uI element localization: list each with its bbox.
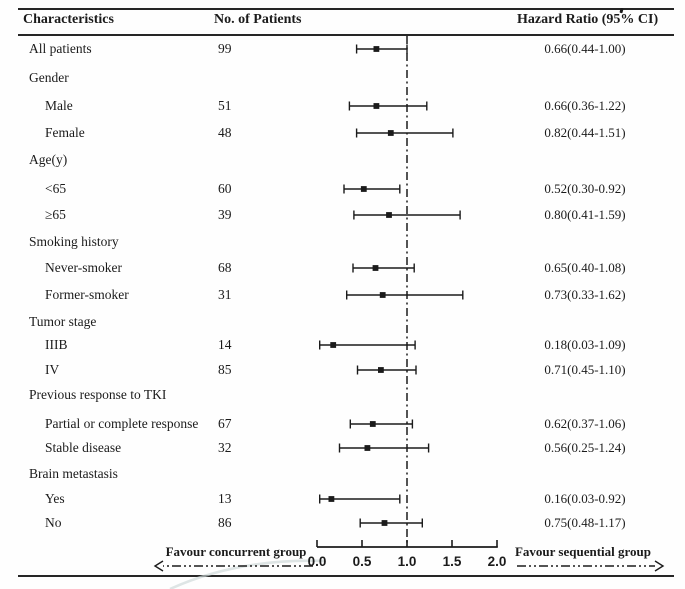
row-label: Smoking history bbox=[29, 234, 119, 249]
row-label: Yes bbox=[45, 491, 65, 506]
hazard-ratio-ci-value: 0.71(0.45-1.10) bbox=[544, 362, 626, 377]
row-label: Previous response to TKI bbox=[29, 387, 167, 402]
row-label: Partial or complete response bbox=[45, 416, 199, 431]
data-row: IIIB 14 0.18(0.03-1.09) bbox=[0, 332, 685, 358]
data-row: All patients 99 0.66(0.44-1.00) bbox=[0, 36, 685, 62]
row-label: IIIB bbox=[45, 337, 68, 352]
patient-count: 14 bbox=[218, 337, 232, 352]
data-row: IV 85 0.71(0.45-1.10) bbox=[0, 357, 685, 383]
favour-right-label: Favour sequential group bbox=[514, 544, 652, 559]
hazard-ratio-ci-value: 0.56(0.25-1.24) bbox=[544, 440, 626, 455]
data-row: Partial or complete response 67 0.62(0.37-… bbox=[0, 411, 685, 437]
group-header-row: Tumor stage bbox=[0, 309, 685, 335]
patient-count: 68 bbox=[218, 260, 232, 275]
hazard-ratio-ci-value: 0.65(0.40-1.08) bbox=[544, 260, 626, 275]
row-label: Male bbox=[45, 98, 73, 113]
group-header-row: Age(y) bbox=[0, 147, 685, 173]
patient-count: 31 bbox=[218, 287, 232, 302]
patient-count: 99 bbox=[218, 41, 232, 56]
patient-count: 39 bbox=[218, 207, 232, 222]
hazard-ratio-ci-value: 0.52(0.30-0.92) bbox=[544, 181, 626, 196]
favour-left-label: Favour concurrent group bbox=[165, 544, 307, 559]
group-header-row: Brain metastasis bbox=[0, 461, 685, 487]
patient-count: 48 bbox=[218, 125, 232, 140]
hazard-ratio-ci-value: 0.80(0.41-1.59) bbox=[544, 207, 626, 222]
hazard-ratio-ci-value: 0.73(0.33-1.62) bbox=[544, 287, 626, 302]
hazard-ratio-ci-value: 0.16(0.03-0.92) bbox=[544, 491, 626, 506]
patient-count: 67 bbox=[218, 416, 232, 431]
data-row: Never-smoker 68 0.65(0.40-1.08) bbox=[0, 255, 685, 281]
data-row: No 86 0.75(0.48-1.17) bbox=[0, 510, 685, 536]
patient-count: 86 bbox=[218, 515, 232, 530]
group-header-row: Gender bbox=[0, 65, 685, 91]
row-label: Never-smoker bbox=[45, 260, 122, 275]
data-row: Male 51 0.66(0.36-1.22) bbox=[0, 93, 685, 119]
column-header-hazard-ratio: Hazard Ratio (95% CI) bbox=[517, 12, 659, 27]
hazard-ratio-ci-value: 0.62(0.37-1.06) bbox=[544, 416, 626, 431]
data-row: <65 60 0.52(0.30-0.92) bbox=[0, 176, 685, 202]
patient-count: 85 bbox=[218, 362, 232, 377]
data-row: Stable disease 32 0.56(0.25-1.24) bbox=[0, 435, 685, 461]
row-label: No bbox=[45, 515, 62, 530]
column-header-no-of-patients: No. of Patients bbox=[214, 12, 302, 27]
row-label: Female bbox=[45, 125, 85, 140]
group-header-row: Previous response to TKI bbox=[0, 382, 685, 408]
row-label: Gender bbox=[29, 70, 69, 85]
row-label: All patients bbox=[29, 41, 92, 56]
row-label: ≥65 bbox=[45, 207, 66, 222]
hazard-ratio-ci-value: 0.66(0.44-1.00) bbox=[544, 41, 626, 56]
row-label: Brain metastasis bbox=[29, 466, 118, 481]
group-header-row: Smoking history bbox=[0, 229, 685, 255]
hazard-ratio-ci-value: 0.18(0.03-1.09) bbox=[544, 337, 626, 352]
data-row: Former-smoker 31 0.73(0.33-1.62) bbox=[0, 282, 685, 308]
data-row: Female 48 0.82(0.44-1.51) bbox=[0, 120, 685, 146]
row-label: Stable disease bbox=[45, 440, 122, 455]
hazard-ratio-ci-value: 0.75(0.48-1.17) bbox=[544, 515, 626, 530]
bottom-rule bbox=[18, 575, 674, 577]
row-label: IV bbox=[45, 362, 60, 377]
patient-count: 51 bbox=[218, 98, 232, 113]
patient-count: 60 bbox=[218, 181, 232, 196]
patient-count: 13 bbox=[218, 491, 232, 506]
data-row: Yes 13 0.16(0.03-0.92) bbox=[0, 486, 685, 512]
row-label: Former-smoker bbox=[45, 287, 129, 302]
header-separator-rule bbox=[18, 34, 674, 36]
row-label: Age(y) bbox=[29, 152, 68, 167]
row-label: Tumor stage bbox=[29, 314, 97, 329]
patient-count: 32 bbox=[218, 440, 232, 455]
row-label: <65 bbox=[45, 181, 67, 196]
column-header-characteristics: Characteristics bbox=[23, 12, 114, 27]
hazard-ratio-ci-value: 0.82(0.44-1.51) bbox=[544, 125, 626, 140]
hazard-ratio-ci-value: 0.66(0.36-1.22) bbox=[544, 98, 626, 113]
data-row: ≥65 39 0.80(0.41-1.59) bbox=[0, 202, 685, 228]
top-rule bbox=[18, 8, 674, 10]
